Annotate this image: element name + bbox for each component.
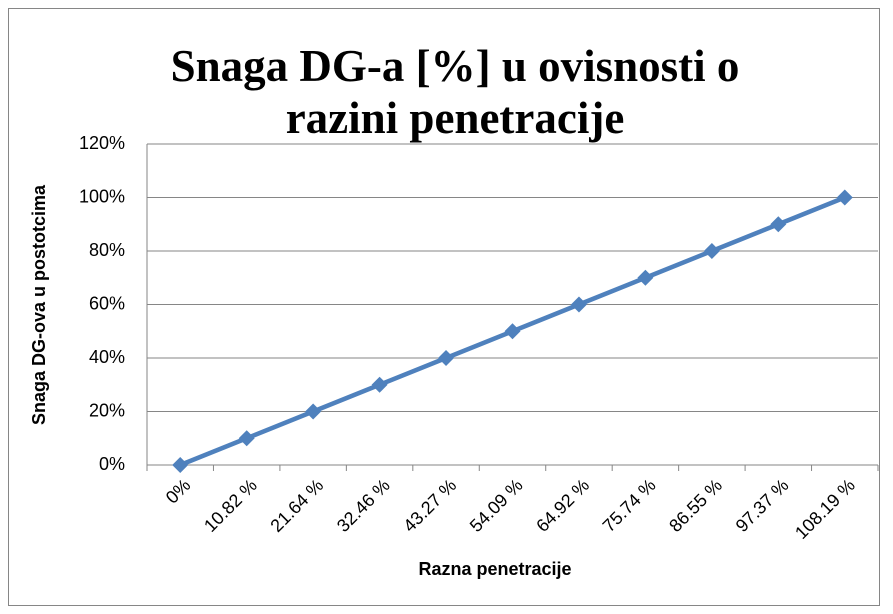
- x-axis-title: Razna penetracije: [418, 559, 571, 579]
- data-marker: [637, 269, 654, 286]
- y-tick-label: 60%: [89, 293, 125, 313]
- y-tick-label: 120%: [79, 133, 125, 153]
- chart-title: Snaga DG-a [%] u ovisnosti o razini pene…: [170, 41, 740, 143]
- y-tick-label: 40%: [89, 347, 125, 367]
- data-marker: [305, 403, 322, 420]
- data-marker: [770, 216, 787, 233]
- y-tick-label: 0%: [99, 454, 125, 474]
- data-marker: [504, 323, 521, 340]
- data-marker: [238, 430, 255, 447]
- y-axis-title: Snaga DG-ova u postotcima: [29, 184, 49, 425]
- y-tick-label: 20%: [89, 400, 125, 420]
- chart-border: [8, 8, 880, 606]
- y-tick-label: 80%: [89, 240, 125, 260]
- data-marker: [836, 189, 853, 206]
- data-marker: [570, 296, 587, 313]
- data-marker: [438, 350, 455, 366]
- data-marker: [172, 457, 189, 473]
- data-marker: [703, 243, 720, 259]
- data-marker: [371, 376, 388, 393]
- y-tick-label: 100%: [79, 186, 125, 206]
